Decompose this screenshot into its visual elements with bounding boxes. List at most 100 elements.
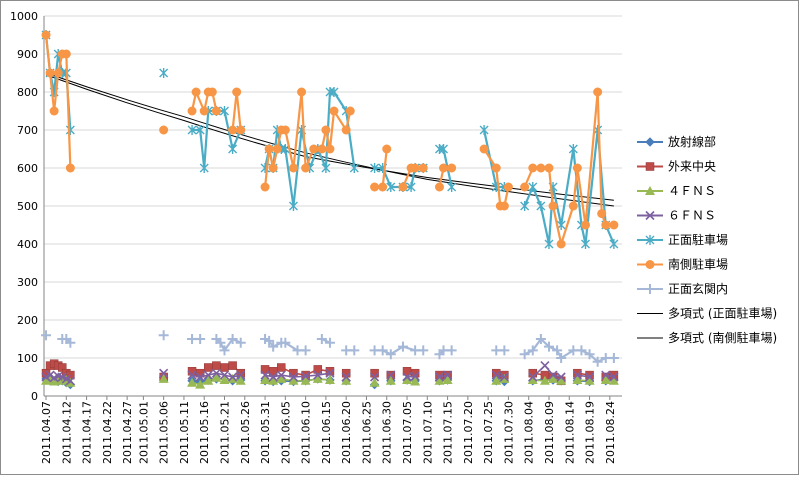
series-segment	[531, 186, 542, 207]
series-segment	[199, 129, 206, 169]
data-point	[499, 372, 509, 382]
data-point	[321, 163, 331, 173]
legend-label: ６ＦＮＳ	[668, 209, 716, 223]
data-point	[49, 106, 59, 116]
data-point	[260, 370, 270, 380]
data-point	[191, 87, 201, 97]
data-point	[369, 377, 380, 387]
series-segment	[293, 375, 306, 378]
series-segment	[300, 91, 307, 169]
x-tick-label: 2011.04.07	[40, 401, 53, 464]
data-point	[228, 372, 238, 382]
series-group	[41, 30, 619, 390]
data-point	[601, 220, 611, 230]
legend-entry: 正面駐車場	[637, 232, 728, 247]
data-point	[325, 368, 335, 378]
legend-label: ４ＦＮＳ	[668, 184, 716, 198]
data-point	[600, 375, 611, 385]
legend-label: 外来中央	[668, 159, 716, 174]
data-point	[491, 163, 501, 173]
data-point	[439, 163, 449, 173]
series-segment	[560, 349, 574, 359]
data-point	[385, 375, 396, 385]
series-segment	[547, 167, 555, 207]
series-6	[41, 330, 619, 367]
data-point	[536, 201, 546, 211]
data-point	[584, 375, 595, 385]
data-point	[447, 182, 457, 192]
y-tick-labels: 0 100 200 300 400 500 600 700 800 900 1000	[10, 10, 38, 403]
legend-entry: 放射線部	[637, 134, 716, 149]
series-segment	[305, 374, 318, 378]
data-point	[268, 163, 278, 173]
data-point	[159, 68, 169, 78]
y-tick-label: 400	[17, 238, 38, 251]
y-tick-label: 100	[17, 352, 38, 365]
x-tick-label: 2011.05.26	[239, 401, 252, 464]
legend-swatch-marker	[645, 284, 655, 294]
legend-label: 多項式 (正面駐車場)	[668, 306, 777, 321]
data-point	[539, 375, 550, 385]
series-segment	[263, 148, 271, 188]
data-point	[349, 345, 360, 356]
data-point	[439, 144, 449, 154]
data-point	[544, 163, 554, 173]
data-point	[402, 372, 412, 382]
series-segment	[406, 375, 416, 378]
series-segment	[390, 345, 404, 356]
data-point	[418, 345, 429, 356]
data-point	[520, 182, 530, 192]
data-point	[288, 201, 298, 211]
data-point	[519, 349, 530, 360]
x-tick-label: 2011.07.05	[401, 401, 414, 464]
data-point	[264, 144, 274, 154]
legend-entry: 正面玄関内	[637, 281, 728, 296]
data-point	[159, 368, 169, 378]
data-point	[236, 370, 246, 380]
data-point	[159, 125, 169, 135]
data-point	[211, 368, 221, 378]
legend-swatch-marker	[645, 260, 655, 269]
series-segment	[328, 110, 336, 150]
data-point	[316, 334, 327, 344]
series-segment	[48, 72, 56, 112]
data-point	[382, 144, 392, 154]
x-tick-label: 2011.07.25	[482, 401, 495, 464]
data-point	[536, 163, 546, 173]
data-point	[61, 49, 71, 59]
data-point	[527, 375, 538, 385]
series-segment	[292, 91, 303, 169]
data-point	[220, 106, 229, 116]
data-point	[187, 370, 197, 380]
data-point	[341, 375, 352, 385]
data-point	[49, 376, 60, 386]
data-point	[313, 370, 323, 380]
data-point	[370, 163, 380, 173]
data-point	[552, 345, 563, 356]
legend-entry: ４ＦＮＳ	[637, 184, 716, 198]
x-tick-label: 2011.06.25	[360, 401, 373, 464]
series-segment	[231, 91, 238, 131]
data-point	[378, 182, 388, 192]
data-point	[572, 370, 582, 380]
series-segment	[560, 148, 575, 226]
data-point	[220, 363, 229, 372]
series-segment	[531, 338, 542, 352]
data-point	[195, 334, 206, 344]
data-point	[280, 125, 290, 135]
data-point	[321, 125, 331, 135]
data-point	[548, 370, 558, 380]
data-point	[608, 353, 619, 363]
x-tick-label: 2011.04.22	[101, 401, 114, 464]
data-point	[329, 106, 339, 116]
data-point	[443, 370, 453, 380]
data-point	[268, 341, 279, 352]
legend-label: 正面玄関内	[668, 281, 728, 296]
series-segment	[281, 374, 294, 378]
data-point	[227, 334, 238, 344]
data-point	[300, 345, 311, 356]
data-point	[434, 372, 445, 382]
x-tick-label: 2011.06.15	[320, 401, 333, 464]
